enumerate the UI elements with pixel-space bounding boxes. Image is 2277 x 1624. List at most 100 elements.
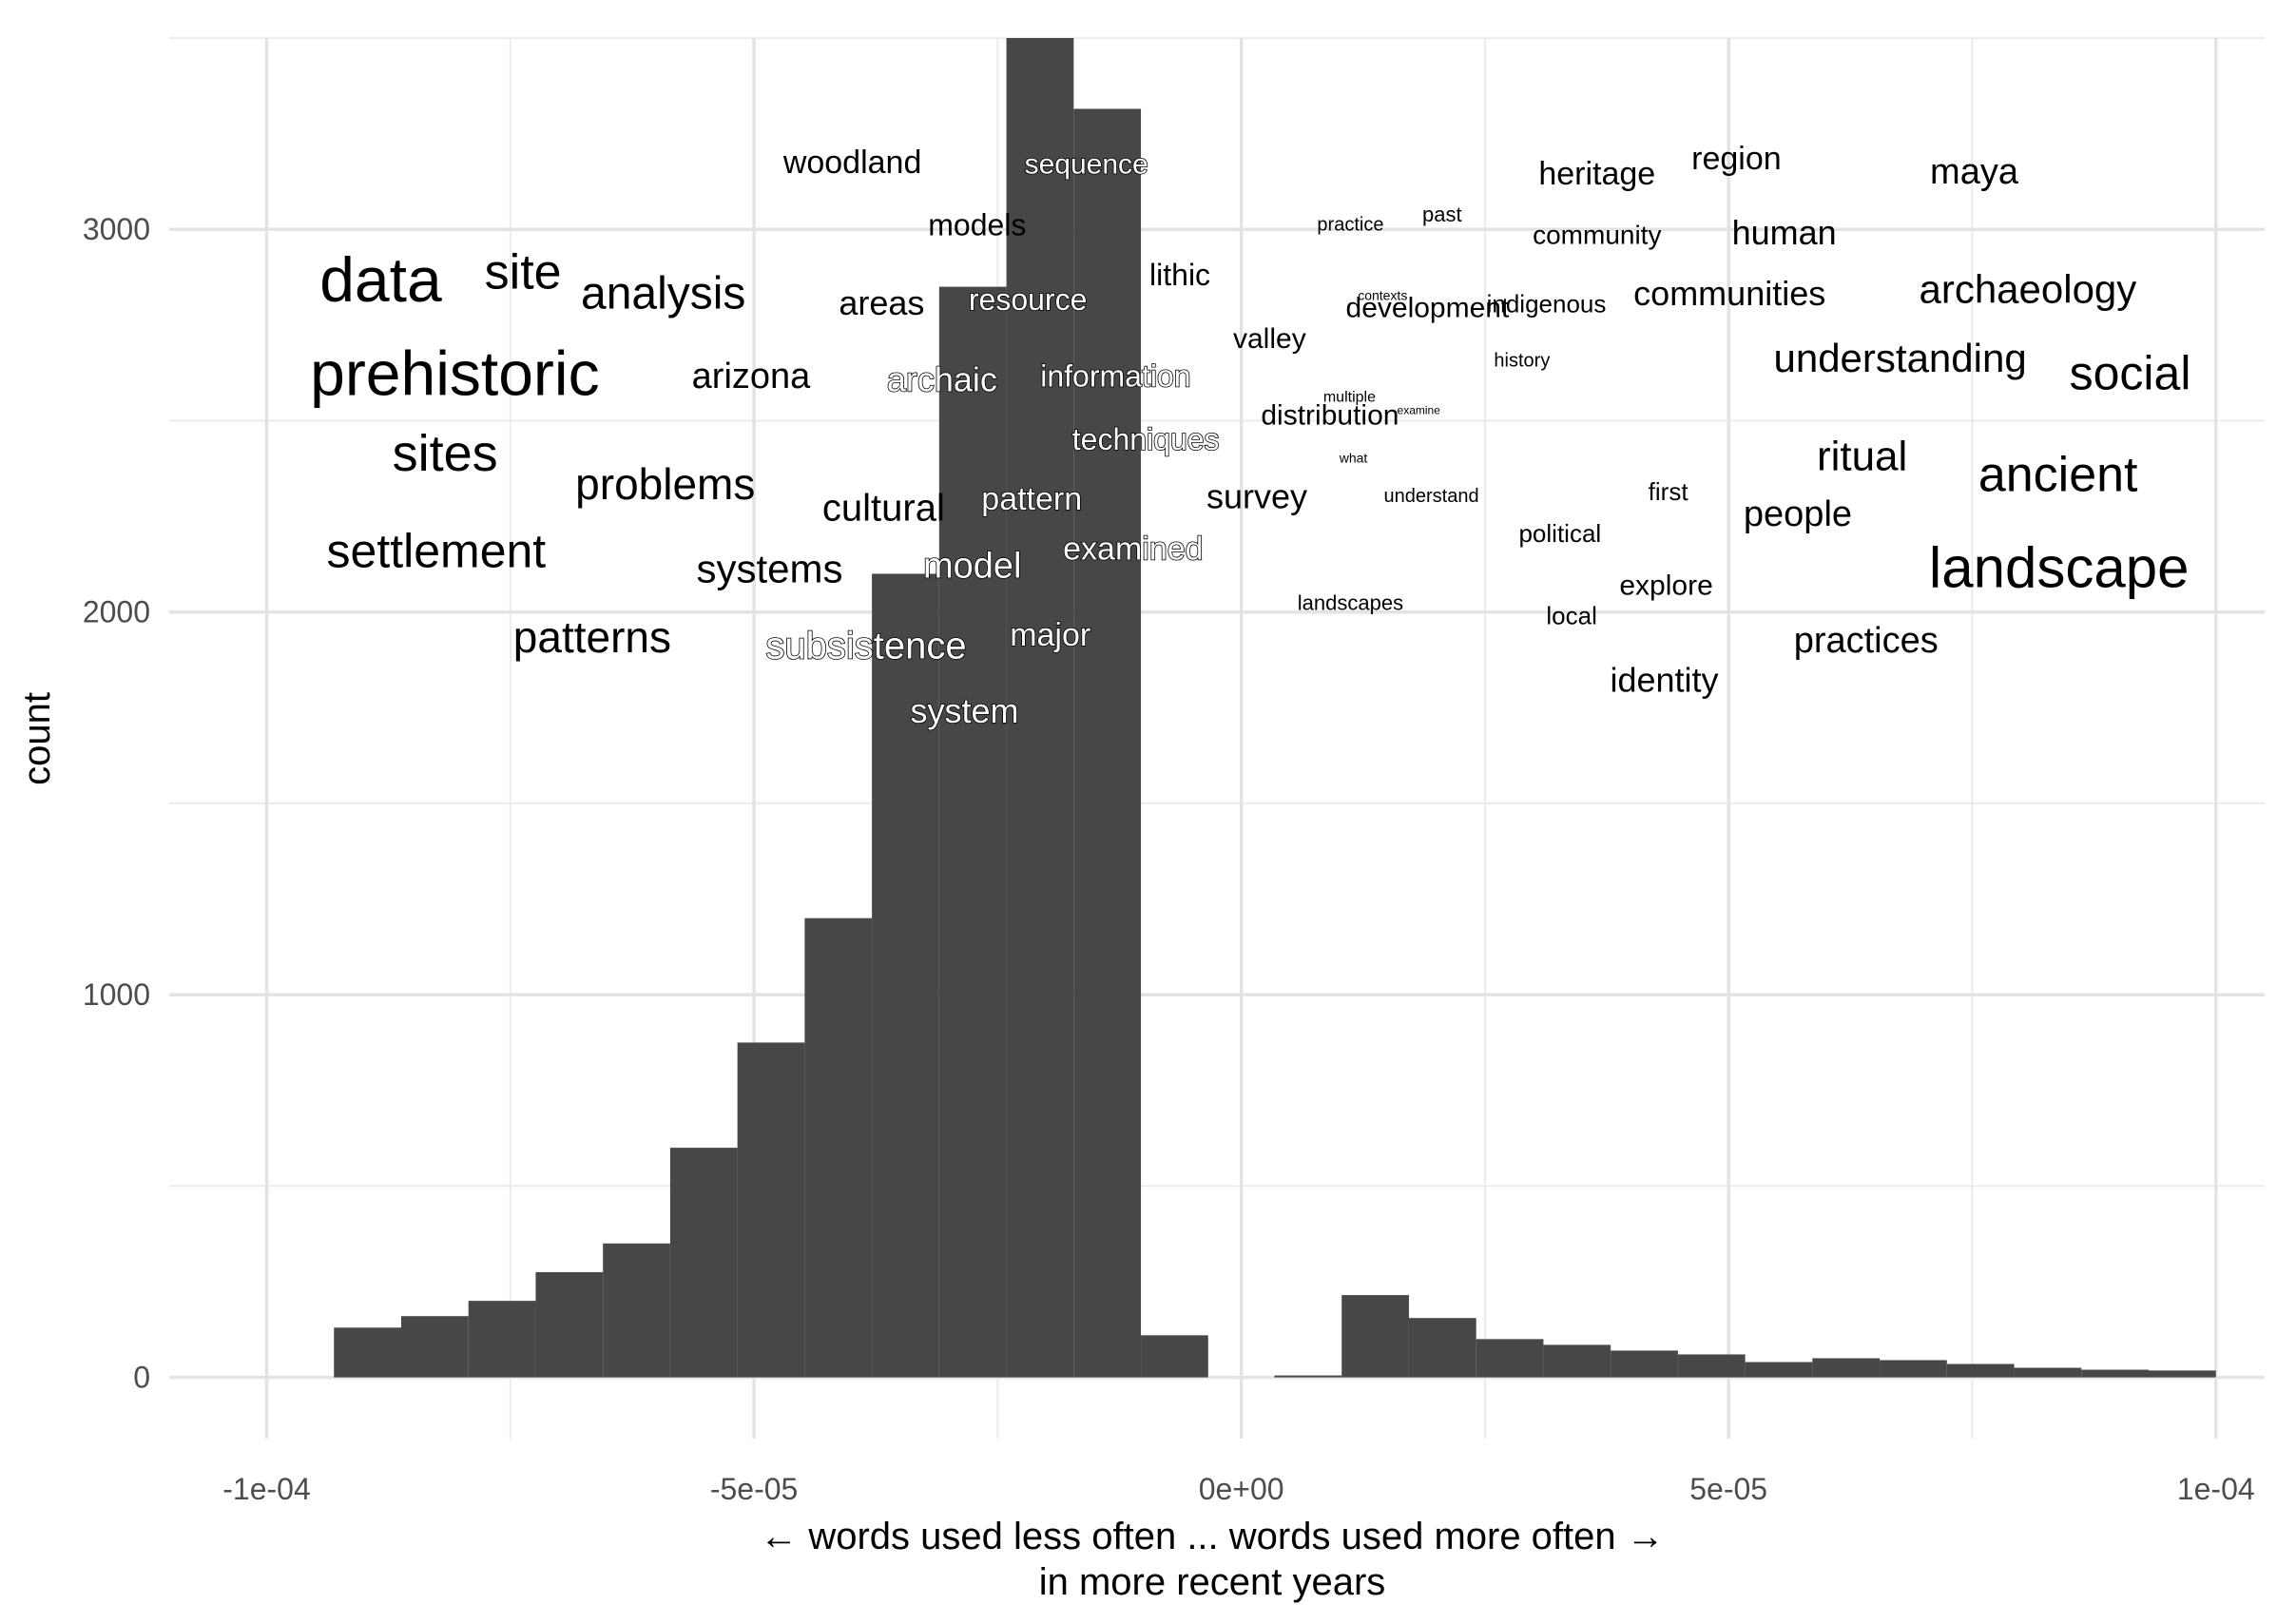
word-label: systems (696, 547, 842, 591)
word-label: first (1649, 477, 1689, 506)
histogram-bar (737, 1042, 805, 1378)
word-label: human (1732, 213, 1837, 252)
word-label: analysis (581, 268, 745, 319)
histogram-bar (603, 1243, 670, 1378)
word-label: ancient (1978, 448, 2138, 503)
word-label: site (485, 244, 562, 300)
word-label: social (2070, 346, 2191, 399)
word-label: models (928, 208, 1026, 242)
x-tick-label: -1e-04 (222, 1472, 311, 1506)
histogram-bar (1476, 1339, 1544, 1378)
y-tick-label: 0 (133, 1361, 150, 1395)
histogram-bar (1006, 38, 1074, 1378)
histogram-bar (1880, 1360, 1947, 1378)
word-label: practices (1794, 621, 1939, 661)
histogram-bar (400, 1316, 469, 1378)
word-label: archaic (887, 360, 997, 399)
word-label: community (1533, 221, 1661, 250)
word-labels: data site analysis prehistoric sites problems… (310, 141, 2191, 731)
word-label: people (1744, 494, 1852, 534)
x-tick-label: 5e-05 (1689, 1472, 1767, 1506)
word-label: archaeology (1919, 267, 2136, 312)
word-label: subsistence (765, 625, 966, 667)
word-label: region (1691, 141, 1782, 177)
x-axis-title: ← words used less often ... words used m… (760, 1516, 1665, 1557)
histogram-bars (334, 38, 2216, 1378)
word-label: woodland (782, 145, 922, 181)
word-label: distribution (1261, 399, 1399, 431)
word-label: arizona (692, 357, 811, 396)
word-label: contexts (1358, 287, 1407, 302)
x-axis-title-line-2: in more recent years (1039, 1561, 1386, 1603)
histogram-bar (1341, 1295, 1409, 1378)
word-label: understanding (1773, 336, 2026, 380)
word-label: past (1422, 203, 1462, 226)
x-tick-label: 1e-04 (2177, 1472, 2255, 1506)
word-label: explore (1619, 570, 1712, 601)
histogram-bar (1677, 1354, 1746, 1378)
word-label: history (1494, 350, 1550, 371)
word-label: examined (1063, 531, 1203, 567)
word-label: problems (575, 459, 755, 509)
histogram-bar (2014, 1367, 2082, 1378)
word-label: survey (1206, 476, 1307, 515)
word-label: system (910, 691, 1018, 730)
histogram-bar (2081, 1369, 2150, 1378)
word-label: valley (1233, 323, 1306, 355)
word-label: understand (1383, 486, 1478, 507)
word-label: major (1010, 617, 1090, 653)
word-label: resource (969, 282, 1088, 317)
word-label: landscapes (1298, 590, 1403, 614)
word-label: practice (1317, 214, 1383, 235)
word-label: multiple (1323, 390, 1376, 406)
y-axis-title: count (16, 692, 58, 785)
y-axis-tick-labels: 0 1000 2000 3000 (83, 212, 150, 1394)
word-label: examine (1398, 404, 1441, 417)
histogram-bar (1408, 1318, 1476, 1378)
word-label: sequence (1025, 149, 1148, 181)
word-label: indigenous (1487, 290, 1607, 319)
word-label: identity (1610, 661, 1718, 700)
histogram-bar (1611, 1350, 1678, 1378)
word-label: cultural (822, 488, 945, 530)
word-label: what (1339, 450, 1368, 465)
word-label: prehistoric (310, 338, 599, 409)
histogram-bar (1141, 1335, 1208, 1378)
histogram-bar (1745, 1362, 1813, 1378)
x-tick-label: 0e+00 (1199, 1472, 1284, 1506)
word-label: data (319, 244, 442, 315)
x-axis-tick-labels: -1e-04 -5e-05 0e+00 5e-05 1e-04 (222, 1472, 2254, 1506)
word-label: communities (1633, 274, 1825, 313)
histogram-bar (1073, 108, 1142, 1378)
histogram-bar (938, 286, 1007, 1378)
y-tick-label: 1000 (83, 977, 150, 1012)
histogram-bar (1274, 1375, 1342, 1378)
histogram-bar (1946, 1363, 2015, 1378)
word-label: areas (839, 283, 924, 322)
word-label: model (923, 546, 1022, 586)
word-label: landscape (1929, 535, 2190, 599)
histogram-bar (1812, 1358, 1881, 1378)
histogram-bar (804, 918, 873, 1378)
word-label: information (1040, 359, 1190, 394)
word-label: lithic (1149, 258, 1210, 292)
word-label: sites (393, 425, 498, 482)
histogram-bar (2149, 1370, 2216, 1378)
word-label: maya (1930, 152, 2019, 192)
histogram-bar (669, 1148, 738, 1378)
histogram-bar (535, 1271, 604, 1378)
x-tick-label: -5e-05 (710, 1472, 799, 1506)
y-tick-label: 3000 (83, 212, 150, 246)
word-label: local (1546, 602, 1596, 630)
word-label: patterns (513, 612, 671, 662)
word-label: development (1346, 293, 1510, 324)
y-tick-label: 2000 (83, 595, 150, 629)
histogram-bar (334, 1327, 401, 1378)
histogram-bar (1543, 1344, 1611, 1378)
histogram-bar (468, 1301, 536, 1378)
word-label: ritual (1817, 433, 1907, 479)
word-label: settlement (327, 525, 547, 578)
word-label: political (1518, 519, 1601, 548)
histogram-bar (872, 573, 939, 1378)
